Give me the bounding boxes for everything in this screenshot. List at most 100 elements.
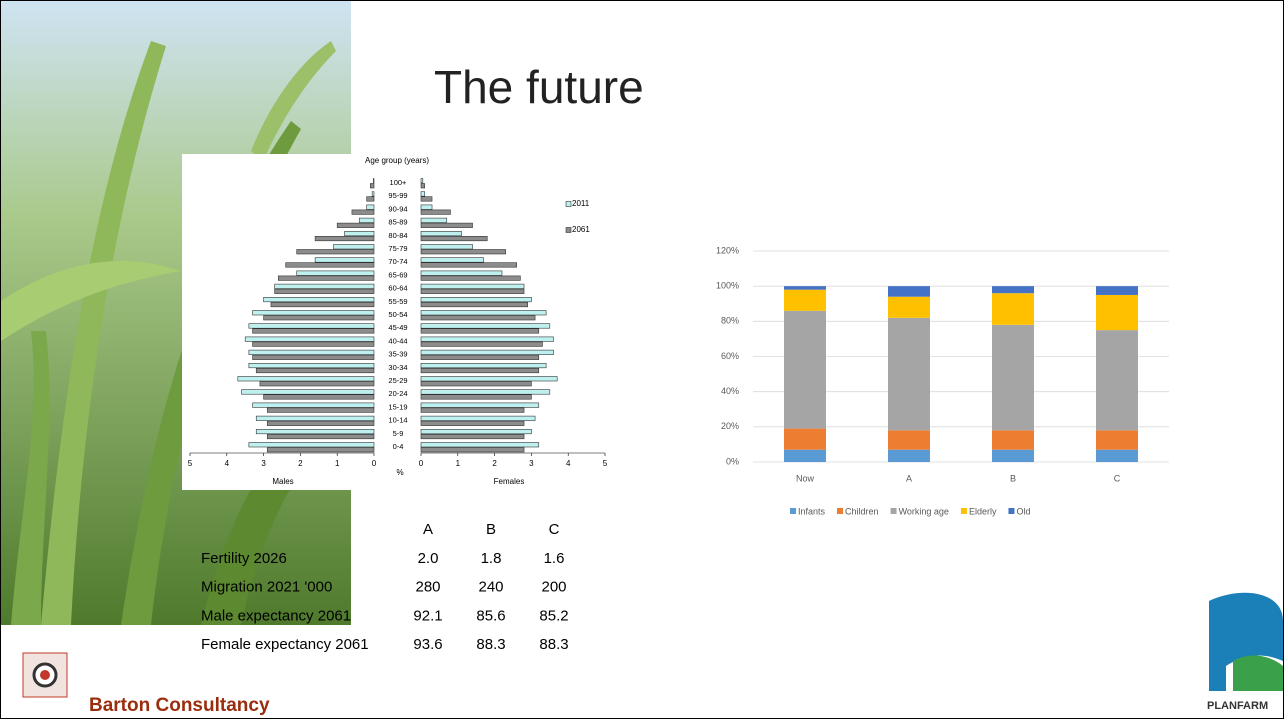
- bar-female: [421, 368, 539, 373]
- bar-female: [421, 403, 539, 408]
- bar-male: [249, 363, 374, 368]
- bar-female: [421, 434, 524, 439]
- bar-male: [297, 271, 374, 276]
- axis-label: Females: [494, 477, 525, 486]
- age-label: 75-79: [388, 244, 407, 253]
- bar-male: [267, 448, 374, 453]
- bar-female: [421, 363, 546, 368]
- bar-female: [421, 197, 432, 202]
- bar-male: [253, 355, 374, 360]
- axis-label: Males: [272, 477, 293, 486]
- bar-male: [264, 297, 374, 302]
- y-tick-label: 0%: [726, 456, 739, 466]
- bar-male: [245, 337, 374, 342]
- row-label: Female expectancy 2061: [201, 636, 369, 653]
- x-tick-label: B: [1010, 473, 1016, 483]
- cell: 240: [478, 579, 503, 596]
- bar-male: [253, 342, 374, 347]
- column-header: A: [423, 521, 433, 538]
- bar-segment: [992, 430, 1034, 449]
- bar-male: [278, 276, 374, 281]
- bar-female: [421, 350, 553, 355]
- age-label: 20-24: [388, 389, 407, 398]
- cell: 88.3: [476, 636, 505, 653]
- legend-label: 2011: [572, 199, 590, 208]
- cell: 1.6: [544, 550, 565, 567]
- bar-male: [337, 223, 374, 228]
- x-tick-label: A: [906, 473, 912, 483]
- x-tick-label: 0: [419, 459, 424, 468]
- bar-male: [249, 350, 374, 355]
- age-label: 95-99: [388, 191, 407, 200]
- bar-female: [421, 355, 539, 360]
- age-label: 15-19: [388, 402, 407, 411]
- bar-male: [359, 218, 374, 223]
- bar-segment: [888, 430, 930, 449]
- x-tick-label: 3: [529, 459, 534, 468]
- cell: 85.2: [539, 607, 568, 624]
- x-tick-label: 3: [261, 459, 266, 468]
- logo-text: PLANFARM: [1207, 700, 1268, 712]
- x-tick-label: 1: [335, 459, 340, 468]
- bar-female: [421, 297, 531, 302]
- cell: 280: [415, 579, 440, 596]
- legend-swatch: [566, 202, 571, 207]
- bar-male: [275, 284, 374, 289]
- legend-swatch: [891, 508, 897, 514]
- bar-segment: [992, 325, 1034, 431]
- y-tick-label: 60%: [721, 351, 739, 361]
- bar-male: [249, 324, 374, 329]
- legend-label: Old: [1016, 506, 1030, 516]
- x-tick-label: 4: [225, 459, 230, 468]
- bar-male: [297, 250, 374, 255]
- bar-female: [421, 223, 473, 228]
- legend-swatch: [837, 508, 843, 514]
- bar-male: [256, 429, 374, 434]
- legend-swatch: [790, 508, 796, 514]
- bar-female: [421, 408, 524, 413]
- bar-male: [372, 192, 374, 197]
- bar-segment: [888, 318, 930, 431]
- bar-female: [421, 421, 524, 426]
- age-label: 45-49: [388, 323, 407, 332]
- bar-segment: [888, 286, 930, 297]
- bar-segment: [1096, 286, 1138, 295]
- age-label: 80-84: [388, 231, 407, 240]
- age-label: 35-39: [388, 350, 407, 359]
- row-label: Migration 2021 '000: [201, 579, 332, 596]
- bar-female: [421, 250, 506, 255]
- bar-segment: [784, 450, 826, 462]
- row-label: Fertility 2026: [201, 550, 287, 567]
- bar-segment: [992, 450, 1034, 462]
- bar-male: [238, 377, 374, 382]
- bar-segment: [784, 290, 826, 311]
- x-tick-label: 4: [566, 459, 571, 468]
- x-tick-label: 5: [603, 459, 608, 468]
- cell: 1.8: [481, 550, 502, 567]
- company-name: Barton Consultancy: [89, 695, 270, 716]
- bar-segment: [992, 293, 1034, 325]
- bar-male: [253, 403, 374, 408]
- bar-male: [249, 443, 374, 448]
- column-header: B: [486, 521, 496, 538]
- age-label: 65-69: [388, 270, 407, 279]
- legend-swatch: [1008, 508, 1014, 514]
- bar-segment: [784, 286, 826, 290]
- slide-title: The future: [434, 61, 644, 113]
- legend-swatch: [961, 508, 967, 514]
- planfarm-logo: PLANFARM: [1207, 593, 1283, 712]
- bar-female: [421, 395, 531, 400]
- slide-canvas: The future Age group (years) Males Femal…: [1, 1, 1283, 718]
- legend-label: Elderly: [969, 506, 997, 516]
- bar-male: [264, 316, 374, 321]
- bar-female: [421, 179, 423, 184]
- age-label: 55-59: [388, 297, 407, 306]
- y-tick-label: 100%: [716, 281, 739, 291]
- x-tick-label: 2: [492, 459, 497, 468]
- bar-segment: [784, 311, 826, 429]
- bar-segment: [1096, 330, 1138, 430]
- bar-female: [421, 324, 550, 329]
- bar-male: [267, 434, 374, 439]
- bar-female: [421, 231, 461, 236]
- bar-male: [367, 197, 374, 202]
